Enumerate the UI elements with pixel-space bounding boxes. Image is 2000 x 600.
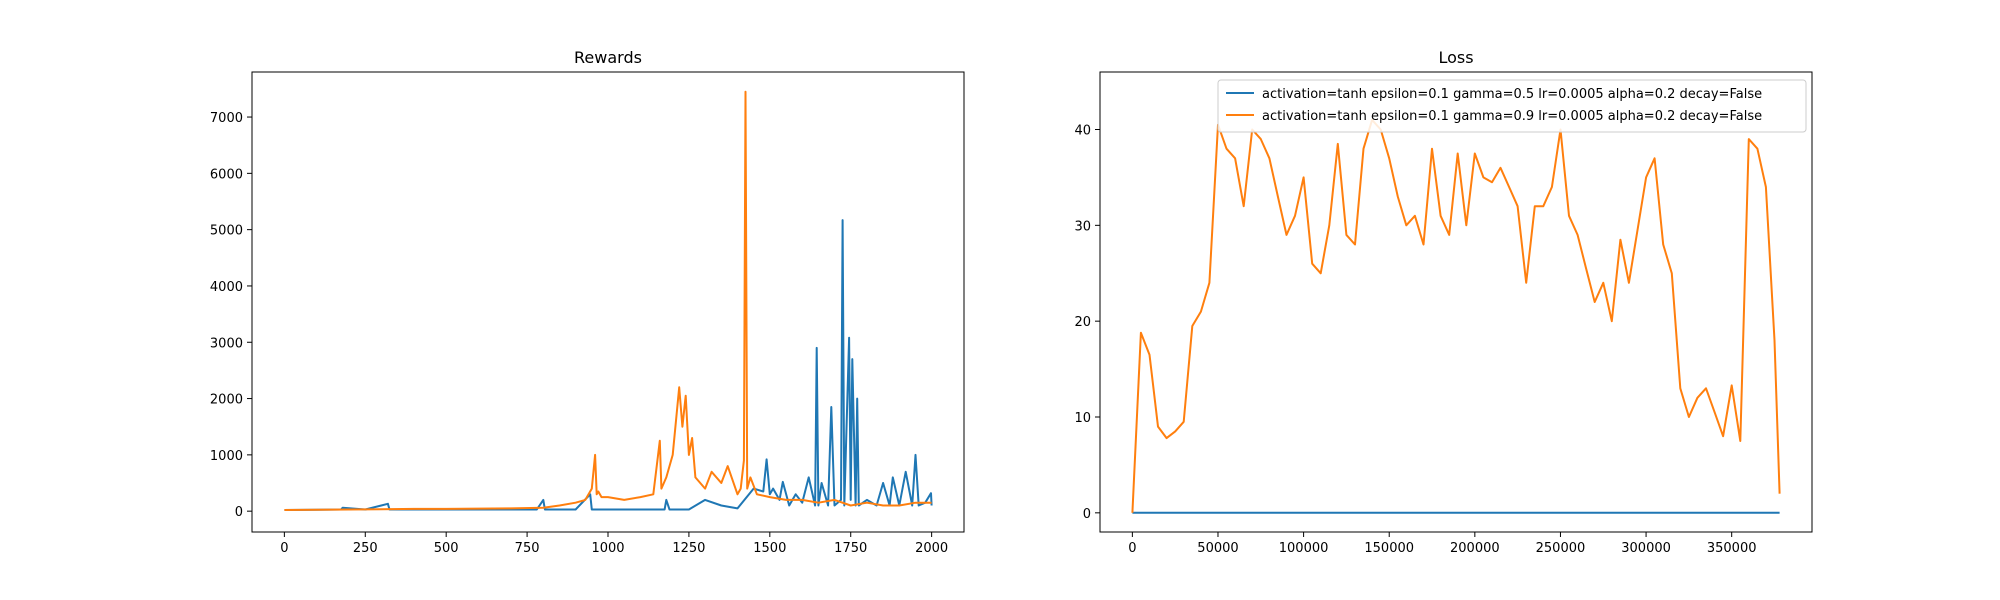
x-tick-label: 0 — [1128, 541, 1136, 556]
x-tick-label: 200000 — [1450, 541, 1500, 556]
series-line-0 — [284, 219, 933, 511]
y-tick-label: 5000 — [210, 224, 243, 239]
x-tick-label: 150000 — [1364, 541, 1414, 556]
y-tick-label: 3000 — [210, 336, 243, 351]
x-tick-label: 750 — [515, 541, 540, 556]
rewards-chart: Rewards 0 250 500 750 1000 1250 1500 1750 2000 0 10… — [210, 48, 965, 556]
y-tick-label: 6000 — [210, 167, 243, 182]
y-tick-label: 0 — [235, 505, 243, 520]
x-tick-label: 100000 — [1279, 541, 1329, 556]
legend-label: activation=tanh epsilon=0.1 gamma=0.5 lr… — [1262, 87, 1762, 102]
x-tick-label: 0 — [280, 541, 288, 556]
x-tick-label: 250000 — [1536, 541, 1586, 556]
y-tick-label: 4000 — [210, 280, 243, 295]
loss-chart: Loss 0 50000 100000 150000 200000 250000 300000… — [1074, 48, 1813, 556]
x-tick-label: 300000 — [1621, 541, 1671, 556]
series-line-1 — [284, 90, 932, 511]
chart-title: Loss — [1438, 48, 1473, 67]
y-tick-label: 30 — [1074, 219, 1091, 234]
x-tick-label: 250 — [353, 541, 378, 556]
axes-frame — [1099, 71, 1813, 533]
legend-box — [1217, 79, 1807, 133]
series-line-1 — [1131, 118, 1781, 513]
x-tick-label: 350000 — [1707, 541, 1757, 556]
x-tick-label: 1750 — [834, 541, 867, 556]
y-tick-label: 1000 — [210, 449, 243, 464]
x-tick-label: 1500 — [753, 541, 786, 556]
y-tick-label: 2000 — [210, 393, 243, 408]
y-tick-label: 40 — [1074, 124, 1091, 139]
y-tick-label: 0 — [1083, 507, 1091, 522]
x-tick-label: 2000 — [915, 541, 948, 556]
x-tick-label: 50000 — [1197, 541, 1238, 556]
y-tick-label: 7000 — [210, 111, 243, 126]
y-tick-label: 20 — [1074, 315, 1091, 330]
y-tick-label: 10 — [1074, 411, 1091, 426]
chart-title: Rewards — [574, 48, 642, 67]
x-tick-label: 1250 — [672, 541, 705, 556]
x-tick-label: 500 — [434, 541, 459, 556]
legend-label: activation=tanh epsilon=0.1 gamma=0.9 lr… — [1262, 109, 1762, 124]
x-tick-label: 1000 — [591, 541, 624, 556]
